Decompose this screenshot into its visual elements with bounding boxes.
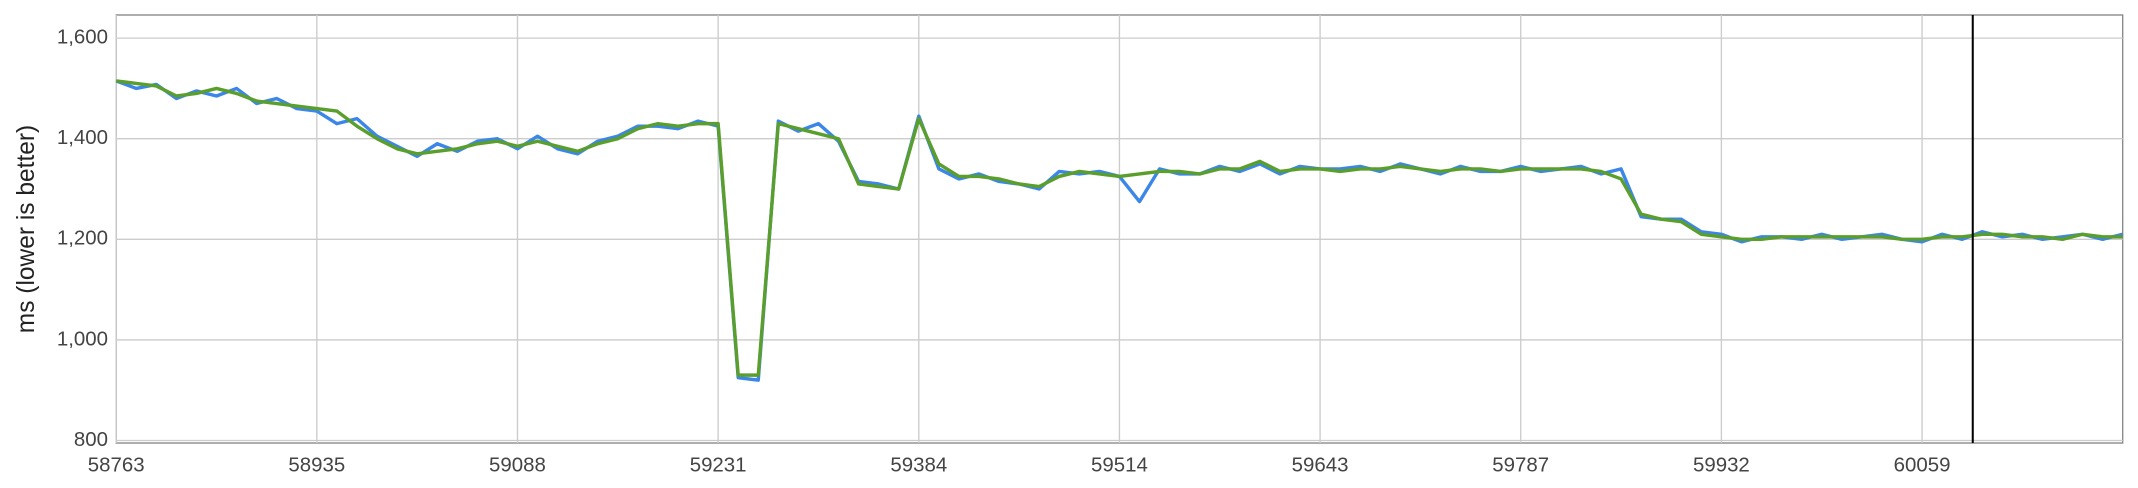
y-tick-label: 1,000 [57,327,108,350]
x-tick-label: 59932 [1693,454,1750,477]
x-tick-label: 60059 [1894,454,1951,477]
x-tick-label: 59384 [890,454,947,477]
y-tick-label: 1,200 [57,227,108,250]
x-tick-label: 58935 [288,454,345,477]
x-tick-label: 59787 [1492,454,1549,477]
x-tick-label: 59514 [1091,454,1148,477]
x-tick-label: 59231 [690,454,747,477]
y-tick-label: 800 [74,428,108,451]
x-tick-label: 59643 [1292,454,1349,477]
y-tick-label: 1,600 [57,26,108,49]
x-tick-label: 58763 [88,454,145,477]
series-line [115,79,2123,377]
x-tick-label: 59088 [489,454,546,477]
y-tick-label: 1,400 [57,126,108,149]
grid [115,14,2123,444]
y-axis-label: ms (lower is better) [13,125,40,333]
lines [115,79,2124,382]
